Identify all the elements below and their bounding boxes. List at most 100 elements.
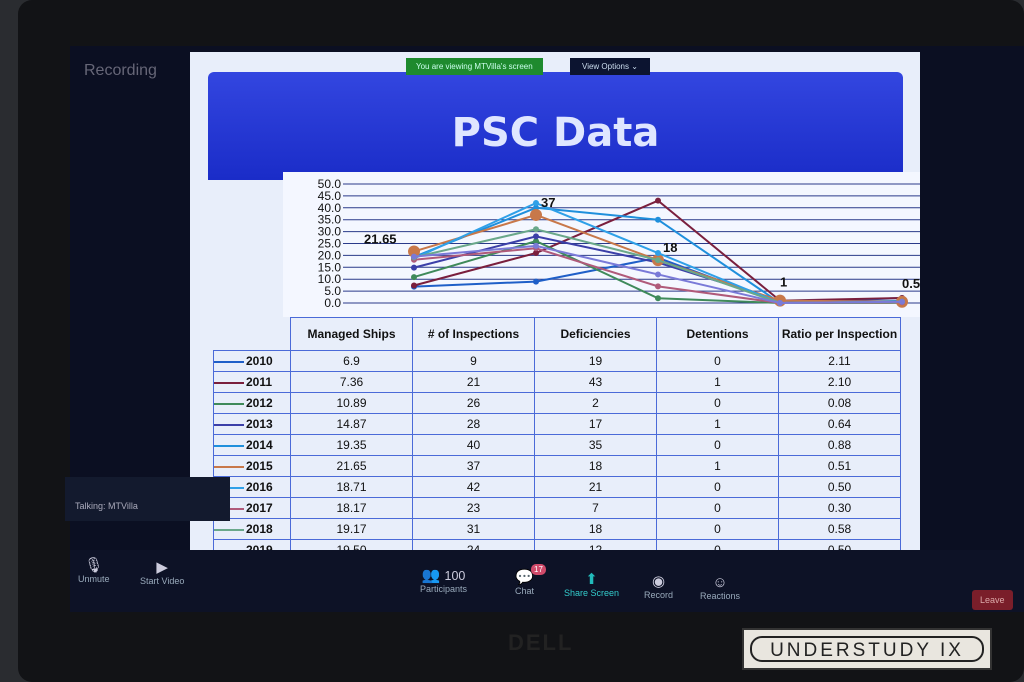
- view-options-button[interactable]: View Options ⌄: [570, 58, 650, 75]
- leave-button[interactable]: Leave: [972, 590, 1013, 610]
- column-header: Managed Ships: [290, 317, 413, 351]
- unmute-button[interactable]: 🎙 Unmute: [78, 557, 110, 584]
- y-tick-label: 0.0: [324, 296, 341, 310]
- column-header: # of Inspections: [412, 317, 535, 351]
- table-cell: 0.88: [778, 434, 901, 456]
- participants-icon: 👥 100: [421, 567, 466, 584]
- table-cell: 28: [412, 413, 535, 435]
- data-point: [655, 295, 661, 302]
- data-point: [533, 226, 539, 233]
- share-screen-icon: ⬆: [585, 571, 598, 588]
- table-cell: 40: [412, 434, 535, 456]
- table-cell: 7: [534, 497, 657, 519]
- table-cell: 6.9: [290, 350, 413, 372]
- table-cell: 19.17: [290, 518, 413, 540]
- data-label: 18: [663, 240, 677, 255]
- legend-label: 2011: [246, 375, 273, 389]
- table-cell: 0: [656, 392, 779, 414]
- table-cell: 18.17: [290, 497, 413, 519]
- table-cell: 21: [412, 371, 535, 393]
- data-point: [411, 274, 417, 281]
- table-cell: 0.58: [778, 518, 901, 540]
- legend-swatch: [214, 423, 244, 426]
- start-video-button[interactable]: ▶ Start Video: [140, 559, 185, 586]
- table-cell: 7.36: [290, 371, 413, 393]
- legend-label: 2016: [246, 480, 273, 494]
- data-point: [533, 242, 539, 249]
- slide-title: PSC Data: [451, 110, 660, 156]
- legend-swatch: [214, 360, 244, 363]
- chat-badge: 17: [531, 564, 546, 575]
- chat-button[interactable]: 💬 17 Chat: [515, 564, 546, 596]
- reactions-button[interactable]: ☺ Reactions: [700, 574, 741, 601]
- data-point: [408, 245, 420, 258]
- table-cell: 19: [534, 350, 657, 372]
- table-cell: 26: [412, 392, 535, 414]
- table-cell: 0: [656, 497, 779, 519]
- table-cell: 37: [412, 455, 535, 477]
- legend-swatch: [214, 465, 244, 468]
- data-point: [533, 238, 539, 245]
- data-label: 37: [541, 195, 555, 210]
- table-cell: 18: [534, 518, 657, 540]
- video-off-icon: ▶: [156, 559, 168, 576]
- participants-button[interactable]: 👥 100 Participants: [420, 567, 468, 594]
- data-point: [655, 271, 661, 278]
- legend-entry: 2012: [213, 392, 291, 414]
- talking-panel: Talking: MTVilla: [65, 477, 230, 521]
- table-cell: 2.11: [778, 350, 901, 372]
- table-cell: 31: [412, 518, 535, 540]
- legend-label: 2012: [246, 396, 273, 410]
- data-point: [533, 250, 539, 257]
- table-cell: 0.51: [778, 455, 901, 477]
- slide-header: PSC Data: [208, 72, 903, 180]
- table-cell: 0.64: [778, 413, 901, 435]
- data-point: [411, 264, 417, 271]
- table-cell: 1: [656, 371, 779, 393]
- table-cell: 0: [656, 350, 779, 372]
- record-button[interactable]: ◉ Record: [644, 573, 674, 600]
- y-tick-label: 25.0: [318, 237, 342, 251]
- data-point: [533, 233, 539, 240]
- table-cell: 0: [656, 434, 779, 456]
- table-cell: 43: [534, 371, 657, 393]
- data-point: [777, 300, 783, 306]
- table-cell: 0.30: [778, 497, 901, 519]
- table-cell: 2.10: [778, 371, 901, 393]
- table-cell: 14.87: [290, 413, 413, 435]
- data-label: 21.65: [364, 231, 397, 246]
- legend-entry: 2014: [213, 434, 291, 456]
- record-icon: ◉: [651, 573, 666, 590]
- table-cell: 1: [656, 413, 779, 435]
- legend-label: 2013: [246, 417, 273, 431]
- data-point: [899, 298, 905, 305]
- table-row: 2017 18.17 23 7 0 0.30: [213, 497, 901, 519]
- table-cell: 42: [412, 476, 535, 498]
- meeting-toolbar: 🎙 Unmute ▶ Start Video 👥 100 Participants 💬…: [70, 550, 1024, 612]
- y-tick-label: 5.0: [324, 284, 341, 298]
- table-row: 2018 19.17 31 18 0 0.58: [213, 518, 901, 540]
- y-tick-label: 30.0: [318, 225, 342, 239]
- legend-swatch: [214, 444, 244, 447]
- table-row: 2012 10.89 26 2 0 0.08: [213, 392, 901, 414]
- legend-entry: 2015: [213, 455, 291, 477]
- y-tick-label: 40.0: [318, 201, 342, 215]
- mic-muted-icon: 🎙: [84, 557, 104, 574]
- legend-swatch: [214, 381, 244, 384]
- legend-label: 2017: [246, 501, 273, 515]
- zoom-window: Recording PSC Data 0.0 5.0 10.0 15.0 20.0 25.…: [65, 46, 1024, 612]
- data-point: [655, 283, 661, 290]
- sticker: UNDERSTUDY IX: [742, 628, 992, 670]
- share-screen-button[interactable]: ⬆ Share Screen: [564, 571, 620, 598]
- table-cell: 21.65: [290, 455, 413, 477]
- reactions-icon: ☺: [712, 574, 728, 591]
- data-point: [655, 250, 661, 257]
- data-label: 1: [780, 275, 787, 290]
- legend-swatch: [214, 528, 244, 531]
- table-row: 2016 18.71 42 21 0 0.50: [213, 476, 901, 498]
- table-cell: 10.89: [290, 392, 413, 414]
- table-cell: 17: [534, 413, 657, 435]
- legend-label: 2010: [246, 354, 273, 368]
- table-cell: 35: [534, 434, 657, 456]
- table-cell: 0.08: [778, 392, 901, 414]
